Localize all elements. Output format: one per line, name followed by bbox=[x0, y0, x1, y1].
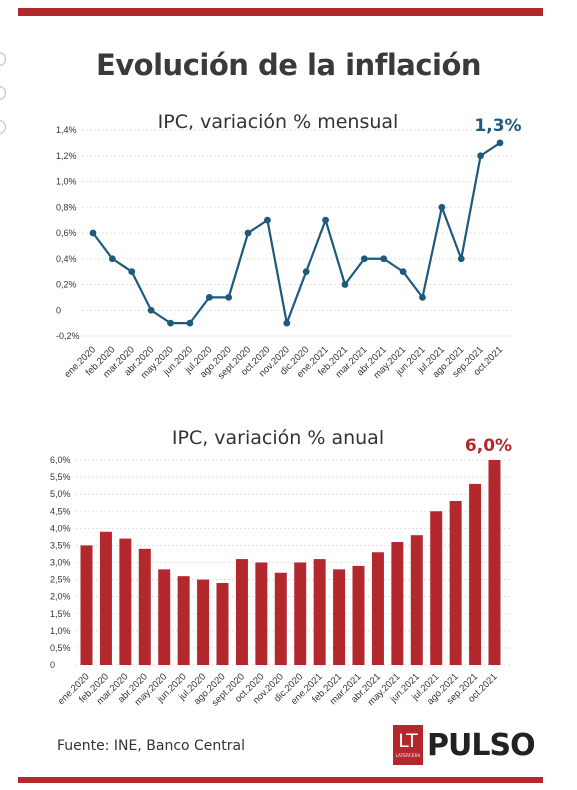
data-point bbox=[399, 268, 407, 276]
data-point bbox=[205, 293, 213, 301]
bar bbox=[119, 538, 132, 665]
y-tick-label: 4,0% bbox=[50, 523, 71, 533]
data-point bbox=[283, 319, 291, 327]
bar bbox=[99, 531, 112, 665]
bar bbox=[333, 569, 346, 665]
data-point bbox=[380, 255, 388, 263]
y-tick-label: -0,2% bbox=[56, 331, 80, 341]
y-tick-label: 4,5% bbox=[50, 506, 71, 516]
bar bbox=[410, 535, 423, 665]
y-tick-label: 0 bbox=[50, 660, 55, 670]
last-value-label: 1,3% bbox=[474, 116, 521, 136]
data-point bbox=[419, 293, 426, 301]
data-point bbox=[496, 139, 504, 147]
bar-chart-title: IPC, variación % anual bbox=[172, 427, 384, 449]
line-chart-title: IPC, variación % mensual bbox=[158, 111, 399, 133]
y-tick-label: 1,0% bbox=[56, 177, 77, 187]
bar bbox=[274, 572, 287, 665]
data-point bbox=[341, 281, 349, 288]
y-tick-label: 1,4% bbox=[56, 125, 77, 135]
bar bbox=[469, 483, 482, 665]
data-point bbox=[457, 255, 465, 263]
bar bbox=[294, 562, 307, 665]
y-tick-label: 5,5% bbox=[50, 472, 71, 482]
y-tick-label: 0,2% bbox=[56, 280, 77, 290]
bar bbox=[449, 501, 462, 665]
bar bbox=[197, 579, 210, 665]
y-tick-label: 5,0% bbox=[50, 489, 71, 499]
data-point bbox=[147, 306, 155, 314]
bar bbox=[255, 562, 268, 665]
data-point bbox=[167, 319, 174, 327]
y-tick-label: 1,2% bbox=[56, 151, 77, 161]
bar bbox=[177, 576, 190, 665]
data-point bbox=[438, 203, 446, 211]
data-point bbox=[186, 319, 194, 327]
bar bbox=[391, 542, 404, 665]
y-tick-label: 3,0% bbox=[50, 558, 71, 568]
y-tick-label: 2,0% bbox=[50, 592, 71, 602]
y-tick-label: 1,5% bbox=[50, 609, 71, 619]
y-tick-label: 0,6% bbox=[56, 228, 77, 238]
logo-wordmark: PULSO bbox=[427, 727, 536, 763]
y-tick-label: 0 bbox=[56, 305, 61, 315]
y-tick-label: 0,8% bbox=[56, 202, 77, 212]
bar bbox=[430, 511, 443, 665]
data-point bbox=[264, 216, 271, 224]
data-point bbox=[244, 229, 252, 237]
y-tick-label: 0,5% bbox=[50, 643, 71, 653]
series-line bbox=[92, 141, 501, 325]
data-point bbox=[360, 255, 368, 263]
data-point bbox=[128, 268, 136, 276]
y-tick-label: 2,5% bbox=[50, 575, 71, 585]
data-point bbox=[322, 216, 329, 224]
source-note: Fuente: INE, Banco Central bbox=[57, 738, 246, 754]
logo-mark-sub: LATERCERA bbox=[395, 753, 421, 758]
pulso-logo: LT LATERCERA PULSO bbox=[393, 725, 536, 765]
y-tick-label: 1,0% bbox=[50, 626, 71, 636]
logo-mark-letters: LT bbox=[398, 730, 418, 752]
bar bbox=[158, 569, 171, 665]
top-accent-bar bbox=[18, 8, 543, 16]
share-dot-icon[interactable] bbox=[0, 86, 6, 100]
y-tick-label: 6,0% bbox=[50, 455, 71, 465]
side-share-controls bbox=[0, 52, 6, 154]
data-point bbox=[477, 152, 485, 160]
bottom-accent-bar bbox=[18, 777, 543, 783]
annual-bar-chart: IPC, variación % anual 0 0,5% 1,0% 1,5% 2,0% 2… bbox=[50, 427, 512, 709]
data-point bbox=[89, 229, 97, 237]
bar bbox=[235, 559, 248, 665]
data-point bbox=[302, 268, 310, 276]
bar bbox=[216, 583, 229, 665]
bar bbox=[80, 545, 93, 665]
monthly-line-chart: IPC, variación % mensual -0,2% 0 0,2% 0,4% 0,… bbox=[56, 111, 522, 382]
bar bbox=[138, 548, 151, 665]
bar bbox=[371, 552, 384, 665]
bar bbox=[313, 559, 326, 665]
last-value-label: 6,0% bbox=[465, 436, 512, 456]
y-tick-label: 3,5% bbox=[50, 540, 71, 550]
page-title: Evolución de la inflación bbox=[95, 48, 482, 82]
data-point bbox=[225, 293, 233, 301]
bar bbox=[488, 460, 501, 665]
latercera-logo-mark: LT LATERCERA bbox=[393, 725, 423, 765]
y-tick-label: 0,4% bbox=[56, 254, 77, 264]
data-point bbox=[108, 255, 116, 263]
bar bbox=[352, 565, 365, 665]
